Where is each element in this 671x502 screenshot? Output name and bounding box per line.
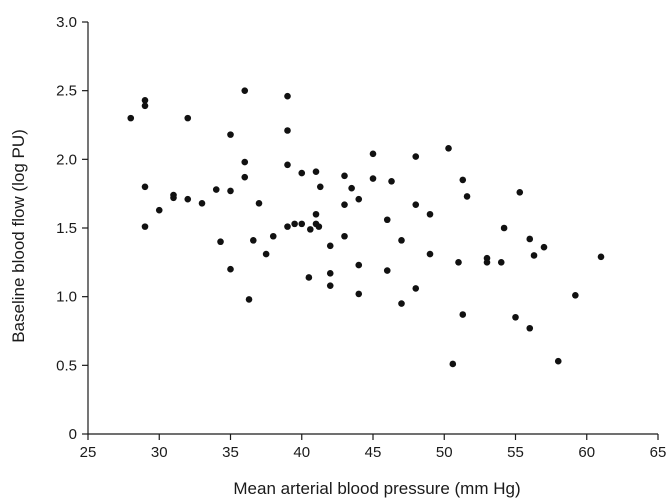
data-point [348,184,355,192]
data-point [155,206,163,214]
axes [87,22,658,435]
y-tick-label: 0 [69,426,77,443]
data-point [316,183,324,191]
data-point [540,243,548,251]
y-axis-ticks: 0 0.5 1.0 1.5 2.0 2.5 3.0 [56,14,88,443]
data-point [241,87,249,94]
data-point [383,267,391,274]
data-point [526,235,534,243]
data-point [341,172,348,180]
y-tick-label: 0.5 [56,357,77,374]
y-tick-label: 1.0 [56,289,77,306]
data-point [369,150,377,158]
x-tick-label: 55 [507,444,524,461]
data-point [326,282,334,289]
data-point [255,199,263,207]
data-point [312,210,320,218]
data-point [305,274,313,281]
data-point [227,265,234,273]
data-point [184,114,192,122]
x-tick-label: 30 [151,444,168,461]
data-point [298,220,306,228]
data-point [597,253,605,261]
data-point [262,250,270,258]
data-point [497,259,505,266]
data-point [284,161,291,169]
data-point [307,226,314,233]
data-point [269,232,277,240]
data-point [463,193,471,200]
x-tick-label: 35 [222,444,239,461]
data-point [449,360,457,368]
y-tick-label: 2.0 [56,151,77,168]
data-point [388,178,395,185]
y-tick-label: 3.0 [56,14,77,31]
data-point [241,173,249,181]
x-tick-label: 50 [436,444,453,461]
data-point [284,92,291,100]
x-tick-label: 25 [80,444,97,461]
y-tick-label: 2.5 [56,83,77,100]
data-point [315,223,323,230]
data-point [426,250,434,258]
data-point [341,232,348,240]
data-point [459,176,467,184]
data-points [127,87,605,368]
data-point [516,188,524,196]
data-point [326,242,334,250]
data-point [554,357,562,365]
data-point [227,131,234,138]
data-point [412,285,420,292]
x-axis-title: Mean arterial blood pressure (mm Hg) [233,479,520,498]
data-point [241,158,249,166]
data-point [445,145,452,152]
data-point [526,324,534,332]
data-point [284,127,291,134]
data-point [412,153,420,160]
data-point [483,259,491,266]
y-axis-title: Baseline blood flow (log PU) [9,129,28,343]
data-point [369,175,377,182]
data-point [455,259,462,266]
data-point [141,96,149,104]
data-point [355,195,363,203]
data-point [530,252,538,259]
data-point [500,224,508,232]
data-point [355,261,363,269]
data-point [141,223,149,230]
data-point [398,300,405,307]
data-point [198,199,206,207]
data-point [383,216,391,224]
data-point [127,114,135,122]
data-point [412,201,420,208]
data-point [141,102,149,110]
data-point [217,238,224,246]
data-point [170,194,177,202]
data-point [355,290,363,298]
data-point [141,183,149,191]
data-point [212,186,220,193]
data-point [298,169,306,177]
data-point [284,223,291,230]
data-point [227,187,234,195]
data-point [326,270,334,277]
x-tick-label: 65 [650,444,667,461]
x-tick-label: 45 [365,444,382,461]
data-point [459,311,467,318]
data-point [291,220,298,228]
data-point [398,237,405,244]
x-axis-ticks: 25 30 35 40 45 50 55 60 65 [80,434,667,461]
data-point [572,291,579,299]
x-tick-label: 40 [293,444,310,461]
data-point [250,237,257,244]
data-point [341,201,348,208]
x-tick-label: 60 [578,444,595,461]
data-point [312,168,320,175]
data-point [426,210,434,218]
data-point [184,195,192,203]
data-point [512,313,519,321]
data-point [245,296,253,303]
y-tick-label: 1.5 [56,220,77,237]
